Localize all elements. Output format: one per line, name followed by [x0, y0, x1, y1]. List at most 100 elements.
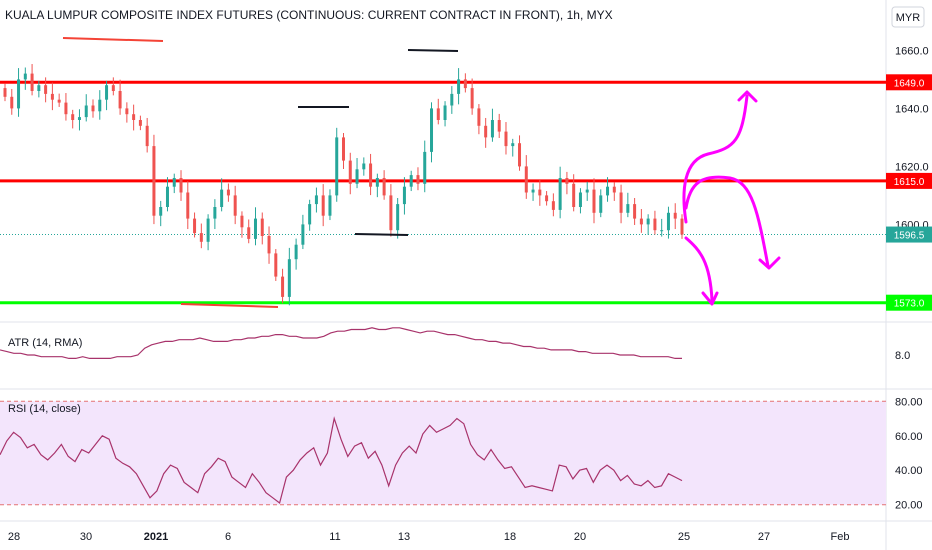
scenario-arrow-down	[701, 291, 719, 306]
candle-body	[409, 175, 413, 187]
candle-body	[416, 175, 420, 184]
candle-body	[132, 114, 136, 120]
candle-body	[253, 218, 257, 239]
candle-body	[477, 108, 481, 126]
candle-body	[511, 143, 515, 147]
candle-body	[3, 88, 7, 97]
candle-body	[267, 236, 271, 254]
candle-body	[220, 189, 224, 207]
resistance-marker	[62, 37, 164, 42]
candle-body	[490, 120, 494, 138]
candle-body	[172, 178, 176, 187]
currency-badge[interactable]: MYR	[891, 6, 925, 28]
time-tick-label: 11	[329, 531, 340, 543]
candle-body	[646, 218, 650, 225]
peak-marker	[407, 49, 459, 52]
candle-body	[538, 189, 542, 196]
scenario-arrow-up	[682, 94, 749, 224]
candle-body	[37, 85, 41, 91]
resistance-price-tag	[886, 172, 932, 189]
price-tick-label: 1620.0	[895, 161, 929, 173]
candle-body	[240, 215, 244, 228]
support-price-tag-text: 1573.0	[894, 299, 925, 310]
candle-body	[50, 93, 54, 100]
candle-body	[470, 88, 474, 109]
candle-body	[179, 178, 183, 193]
support-marker	[180, 303, 279, 308]
candle-body	[524, 166, 528, 193]
candle-body	[91, 105, 95, 112]
candle-body	[281, 276, 285, 297]
candle-body	[362, 163, 366, 170]
candle-body	[518, 143, 522, 167]
time-tick-label: 28	[8, 531, 20, 543]
candle-body	[10, 96, 14, 109]
current-price-tag	[886, 226, 932, 243]
scenario-arrow-down	[684, 236, 714, 302]
resistance-price-tag	[886, 74, 932, 91]
candle-body	[308, 204, 312, 225]
candle-body	[592, 189, 596, 213]
time-tick-label: 2021	[144, 531, 168, 543]
candle-body	[98, 99, 102, 112]
candle-body	[402, 186, 406, 205]
candle-body	[606, 186, 610, 196]
candle-body	[578, 192, 582, 207]
candle-body	[125, 108, 129, 115]
candle-body	[599, 195, 603, 213]
resistance-price-tag-text: 1615.0	[894, 177, 925, 188]
candle-body	[301, 224, 305, 245]
time-tick-label: 18	[504, 531, 516, 543]
candle-body	[152, 146, 156, 216]
atr-tick-label: 8.0	[895, 350, 910, 362]
candle-body	[484, 125, 488, 138]
candle-body	[633, 204, 637, 219]
candle-body	[335, 137, 339, 196]
candle-body	[213, 207, 217, 219]
candle-body	[314, 195, 318, 205]
candle-body	[619, 192, 623, 213]
candle-body	[159, 207, 163, 216]
candle-body	[84, 105, 88, 118]
rsi-tick-label: 60.00	[895, 431, 923, 443]
candle-body	[558, 178, 562, 210]
price-tick-label: 1660.0	[895, 45, 929, 57]
time-tick-label: 27	[758, 531, 770, 543]
candle-body	[457, 79, 461, 94]
candle-body	[111, 85, 115, 91]
candle-body	[294, 244, 298, 260]
candle-body	[342, 137, 345, 161]
candle-body	[193, 218, 197, 234]
candle-body	[551, 201, 555, 210]
candle-body	[105, 85, 109, 100]
time-tick-label: Feb	[831, 531, 850, 543]
chart-title: KUALA LUMPUR COMPOSITE INDEX FUTURES (CO…	[5, 8, 613, 22]
candle-body	[348, 160, 352, 184]
svg-text:MYR: MYR	[896, 12, 921, 24]
candle-body	[450, 93, 454, 106]
time-tick-label: 13	[398, 531, 410, 543]
atr-label: ATR (14, RMA)	[8, 337, 82, 349]
candle-body	[436, 108, 440, 120]
rsi-tick-label: 40.00	[895, 465, 923, 477]
candle-body	[375, 178, 379, 187]
candle-body	[206, 218, 210, 242]
candle-body	[328, 195, 332, 216]
candle-body	[497, 120, 501, 132]
candle-body	[17, 79, 21, 109]
time-tick-label: 25	[678, 531, 690, 543]
candle-body	[443, 105, 447, 120]
candle-body	[71, 114, 75, 120]
candle-body	[226, 189, 230, 196]
candle-body	[199, 233, 203, 242]
candle-body	[612, 186, 616, 193]
candle-body	[287, 259, 291, 297]
candle-body	[531, 189, 535, 193]
candle-body	[233, 195, 237, 216]
candle-body	[396, 204, 400, 231]
candle-body	[260, 218, 264, 236]
atr-line	[0, 327, 682, 359]
scenario-arrow-side	[758, 256, 781, 270]
candle-body	[653, 218, 657, 231]
